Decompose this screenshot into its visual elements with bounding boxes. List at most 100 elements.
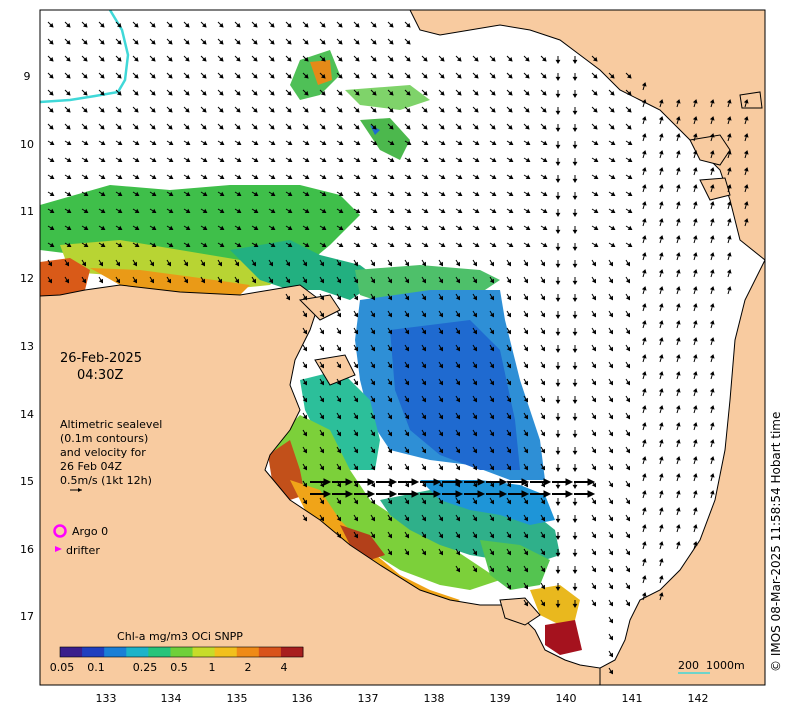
current-vector-head — [658, 456, 664, 461]
current-vector-head — [555, 110, 561, 115]
current-vector-head — [302, 516, 308, 522]
current-vector-head — [168, 208, 174, 214]
current-vector-head — [455, 478, 464, 486]
current-vector-head — [726, 269, 732, 274]
current-vector-head — [457, 140, 463, 146]
current-vector-head — [675, 133, 681, 138]
current-vector-head — [572, 603, 578, 608]
current-vector-head — [421, 499, 427, 505]
current-vector-head — [202, 40, 207, 45]
current-vector-head — [555, 246, 561, 251]
current-vector-head — [593, 57, 598, 62]
current-vector-head — [336, 448, 342, 454]
current-vector-head — [658, 371, 664, 376]
current-vector-head — [406, 23, 411, 28]
current-vector-head — [743, 201, 749, 206]
current-vector-head — [489, 261, 495, 267]
current-vector-head — [572, 297, 578, 302]
current-vector-head — [658, 473, 664, 478]
current-vector-head — [83, 40, 88, 45]
current-vector-head — [336, 329, 342, 335]
current-vector-head — [134, 125, 139, 130]
current-vector-head — [438, 363, 444, 369]
current-vector-head — [287, 242, 293, 248]
current-vector-head — [457, 208, 463, 214]
current-vector-head — [658, 201, 664, 206]
current-vector-head — [521, 478, 530, 486]
current-vector-head — [523, 312, 529, 318]
current-vector-head — [489, 482, 495, 488]
current-vector-head — [336, 278, 342, 284]
current-vector-head — [692, 167, 698, 172]
current-vector-head — [506, 312, 512, 318]
current-vector-head — [438, 329, 444, 335]
current-vector-head — [66, 242, 72, 248]
current-vector-head — [355, 140, 361, 146]
current-vector-head — [345, 478, 354, 486]
current-vector-head — [521, 490, 530, 498]
current-vector-head — [489, 465, 495, 471]
current-vector-head — [489, 414, 495, 420]
current-vector-head — [608, 448, 614, 454]
current-vector-head — [658, 167, 664, 172]
current-vector-head — [321, 57, 326, 62]
current-vector-head — [523, 533, 529, 539]
current-vector-head — [489, 312, 495, 318]
current-vector-head — [641, 286, 647, 291]
current-vector-head — [658, 235, 664, 240]
current-vector-head — [658, 388, 664, 393]
current-vector-head — [523, 448, 529, 454]
colorbar-swatch — [192, 647, 216, 657]
current-vector-head — [115, 278, 121, 284]
current-vector-head — [336, 516, 342, 522]
current-vector-head — [217, 278, 223, 284]
current-vector-head — [370, 363, 376, 369]
current-vector-head — [625, 499, 631, 505]
current-vector-head — [321, 40, 326, 45]
current-vector-head — [66, 208, 72, 214]
current-vector-head — [593, 191, 599, 197]
current-vector-head — [236, 157, 242, 163]
current-vector-head — [421, 397, 427, 403]
current-vector-head — [287, 125, 292, 130]
scale-label: 1000m — [706, 659, 745, 672]
current-vector-head — [355, 91, 360, 96]
current-vector-head — [421, 278, 427, 284]
current-vector-head — [658, 558, 664, 563]
current-vector-head — [572, 348, 578, 353]
current-vector-head — [321, 108, 326, 113]
current-vector-head — [472, 312, 478, 318]
current-vector-head — [438, 397, 444, 403]
current-vector-head — [100, 208, 106, 214]
colorbar-swatch — [214, 647, 238, 657]
current-vector-head — [355, 57, 360, 62]
sealevel-contour — [39, 9, 130, 104]
current-vector-head — [185, 225, 191, 231]
current-vector-head — [641, 592, 647, 597]
current-vector-head — [423, 125, 428, 130]
current-vector-head — [658, 575, 664, 580]
current-vector-head — [540, 346, 546, 352]
current-vector-head — [625, 448, 631, 454]
current-vector-head — [372, 242, 378, 248]
current-vector-head — [658, 286, 664, 291]
current-vector-head — [338, 174, 344, 180]
current-vector-head — [270, 191, 276, 197]
current-vector-head — [523, 516, 529, 522]
current-vector-head — [406, 140, 412, 146]
current-vector-head — [572, 161, 578, 166]
current-vector-head — [66, 140, 72, 146]
current-vector-head — [370, 533, 376, 539]
current-vector-head — [404, 431, 410, 437]
current-vector-head — [627, 125, 632, 130]
current-vector-head — [185, 125, 190, 130]
current-vector-head — [285, 295, 291, 301]
current-vector-head — [474, 74, 479, 79]
current-vector-head — [302, 329, 308, 335]
current-vector-head — [555, 93, 561, 98]
current-vector-head — [455, 295, 461, 301]
current-vector-head — [608, 414, 614, 420]
current-vector-head — [421, 380, 427, 386]
current-vector-head — [625, 584, 631, 590]
current-vector-head — [540, 584, 546, 590]
